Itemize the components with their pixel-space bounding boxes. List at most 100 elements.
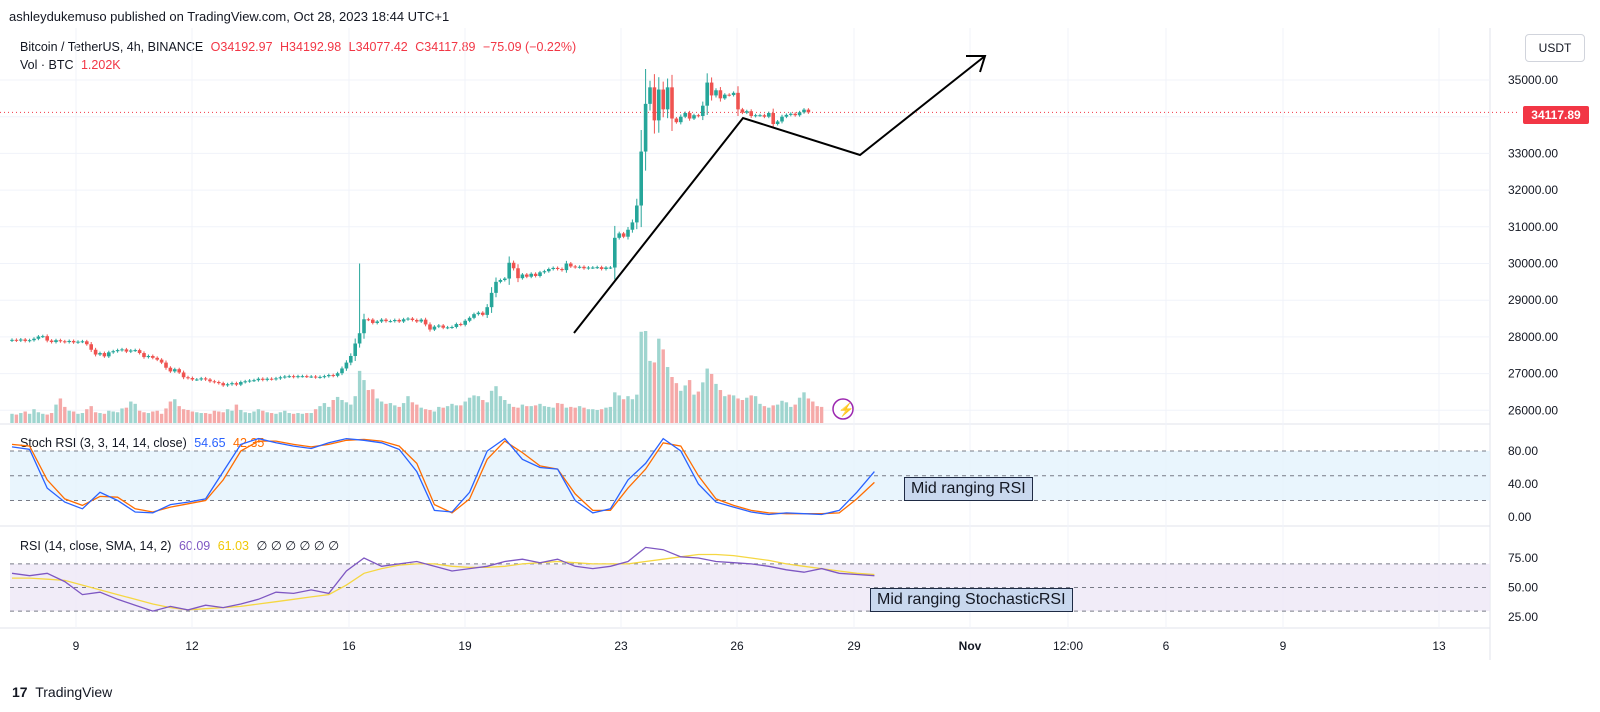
- candle-body: [731, 92, 736, 96]
- volume-bar: [212, 410, 217, 423]
- volume-bar: [115, 412, 120, 423]
- volume-bar: [437, 406, 441, 423]
- volume-bar: [203, 413, 208, 423]
- volume-bar: [485, 402, 489, 423]
- rsi-extra-values: ∅ ∅ ∅ ∅ ∅ ∅: [256, 539, 340, 553]
- volume-bar: [525, 406, 529, 423]
- volume-bar: [137, 410, 142, 423]
- symbol-name[interactable]: Bitcoin / TetherUS, 4h, BINANCE: [20, 40, 204, 54]
- volume-bar: [802, 392, 806, 423]
- candle-body: [247, 380, 252, 382]
- candle-body: [617, 233, 621, 238]
- volume-bar: [335, 396, 340, 423]
- candle-body: [419, 319, 423, 322]
- candle-body: [679, 116, 683, 123]
- volume-bar: [507, 403, 511, 423]
- candle-body: [555, 267, 560, 270]
- candle-body: [203, 378, 208, 380]
- volume-bar: [613, 392, 617, 423]
- rsi-legend: RSI (14, close, SMA, 14, 2) 60.09 61.03 …: [20, 538, 343, 553]
- volume-bar: [797, 397, 802, 423]
- candle-body: [274, 378, 278, 380]
- candle-body: [45, 336, 49, 341]
- candle-body: [142, 353, 146, 358]
- publisher-line: ashleydukemuso published on TradingView.…: [9, 9, 450, 24]
- volume-bar: [767, 407, 771, 423]
- volume-bar: [300, 413, 305, 423]
- candle-body: [657, 89, 661, 121]
- volume-bar: [155, 410, 159, 423]
- currency-button[interactable]: USDT: [1525, 34, 1585, 62]
- volume-bar: [745, 397, 749, 423]
- candle-body: [450, 326, 454, 328]
- candle-body: [507, 262, 511, 279]
- volume-bar: [450, 403, 454, 423]
- candle-body: [494, 281, 498, 293]
- stoch-rsi-label[interactable]: Stoch RSI (3, 3, 14, 14, close): [20, 436, 187, 450]
- candle-body: [32, 338, 36, 341]
- candle-body: [168, 367, 173, 372]
- volume-bar: [36, 412, 41, 423]
- candle-body: [771, 113, 775, 125]
- volume-bar: [41, 413, 45, 423]
- time-tick-label: 19: [458, 639, 472, 653]
- stoch-k-line: [11, 437, 875, 516]
- volume-bar: [93, 412, 98, 423]
- volume-bar: [793, 404, 797, 423]
- volume-bar: [71, 411, 76, 423]
- candle-body: [652, 87, 657, 121]
- volume-bar: [124, 407, 129, 423]
- candle-body: [767, 113, 771, 117]
- candle-body: [582, 266, 586, 269]
- volume-bar: [472, 395, 476, 423]
- volume-bar: [217, 411, 221, 423]
- rsi-label[interactable]: RSI (14, close, SMA, 14, 2): [20, 539, 172, 553]
- candle-body: [674, 118, 679, 123]
- volume-bar: [357, 370, 362, 423]
- rsi-line: [11, 546, 875, 612]
- candle-body: [14, 339, 19, 341]
- volume-bar: [309, 413, 313, 423]
- volume-bar: [146, 413, 151, 423]
- candle-body: [261, 378, 265, 380]
- volume-bar: [674, 383, 679, 423]
- volume-bar: [516, 407, 520, 423]
- volume-bar: [331, 400, 335, 423]
- volume-bar: [599, 409, 604, 423]
- volume-bar: [569, 406, 573, 423]
- candle-body: [775, 121, 780, 125]
- price-tick-label: 33000.00: [1508, 146, 1558, 160]
- candle-body: [445, 327, 450, 329]
- footer-brand[interactable]: 17 TradingView: [12, 684, 112, 700]
- volume-bar: [533, 405, 538, 423]
- candle-body: [120, 349, 124, 351]
- time-tick-label: Nov: [959, 639, 982, 653]
- volume-bar: [239, 409, 243, 423]
- volume-bar: [265, 412, 269, 423]
- candle-body: [243, 381, 247, 383]
- volume-bar: [538, 403, 542, 423]
- rsi-tick-label: 75.00: [1508, 551, 1538, 565]
- candle-body: [529, 273, 533, 277]
- ohlc-change: −75.09 (−0.22%): [482, 40, 577, 54]
- volume-label[interactable]: Vol · BTC: [20, 58, 74, 72]
- candle-body: [221, 383, 225, 386]
- candle-body: [401, 319, 406, 322]
- candle-body: [230, 383, 234, 385]
- candle-body: [705, 82, 709, 106]
- candle-body: [173, 369, 177, 372]
- indicator-lines: [10, 437, 1490, 612]
- volume-bar: [723, 396, 727, 423]
- volume-bar: [643, 331, 648, 423]
- volume-bar: [195, 412, 199, 423]
- time-tick-label: 29: [847, 639, 861, 653]
- price-tick-label: 31000.00: [1508, 220, 1558, 234]
- candle-body: [208, 379, 212, 382]
- volume-bar: [76, 413, 80, 423]
- volume-bar: [428, 409, 432, 423]
- candle-body: [516, 268, 520, 279]
- time-tick-label: 6: [1163, 639, 1170, 653]
- volume-bar: [582, 407, 586, 423]
- candle-body: [93, 349, 98, 355]
